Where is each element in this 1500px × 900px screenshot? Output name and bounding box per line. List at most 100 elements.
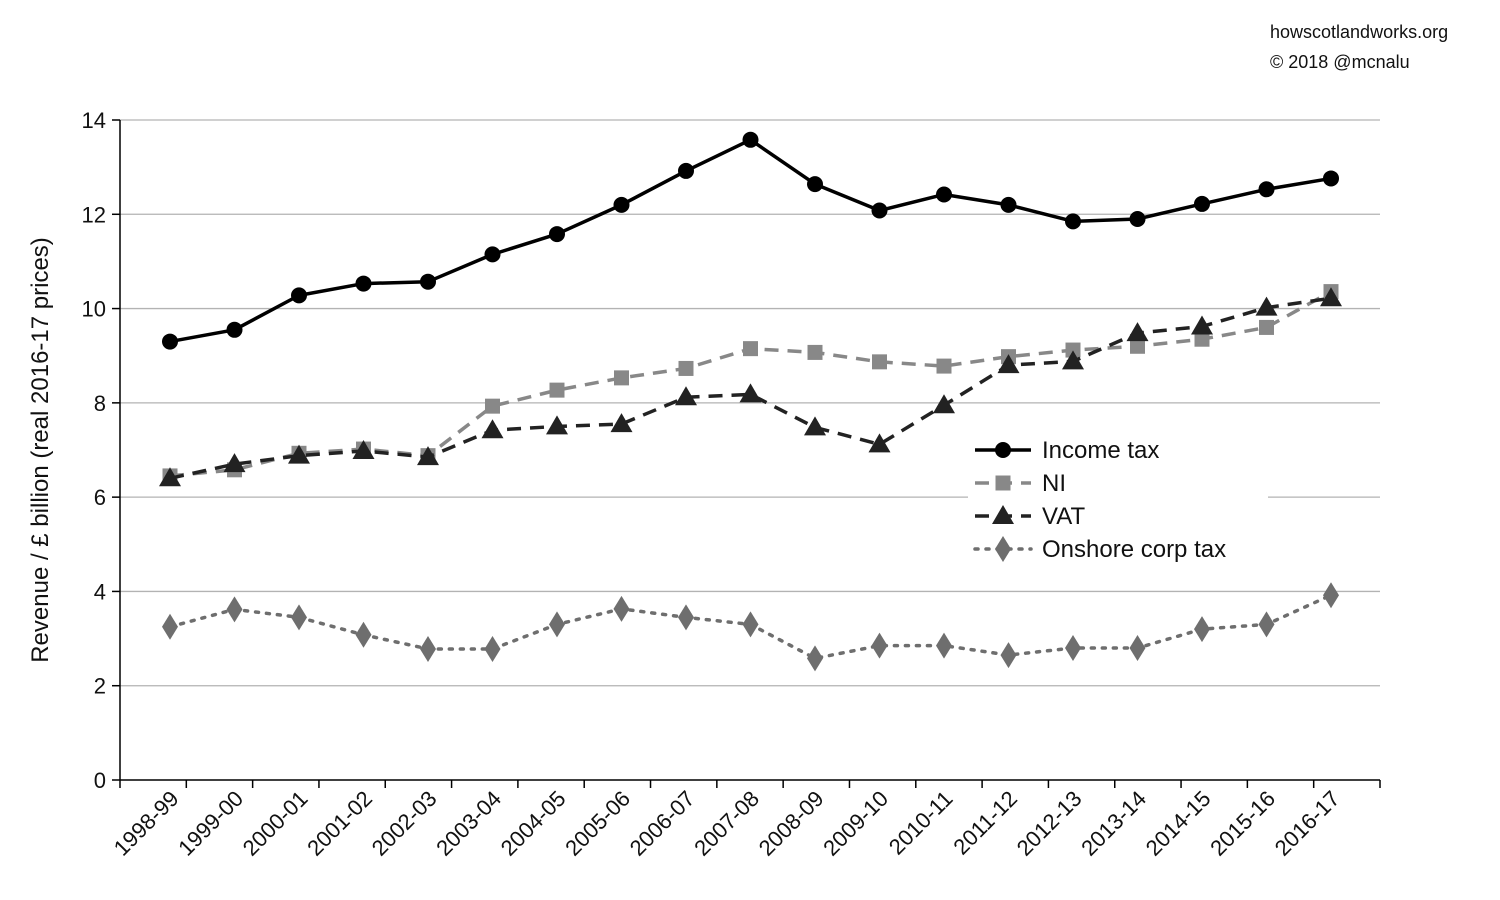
legend-entry: VAT xyxy=(975,503,1085,530)
data-point xyxy=(678,360,694,376)
legend-label: Onshore corp tax xyxy=(1042,536,1226,563)
x-tick-label: 2013-14 xyxy=(1076,786,1151,861)
legend-marker xyxy=(995,442,1011,458)
legend-background xyxy=(968,430,1268,565)
data-point xyxy=(481,419,504,439)
y-axis-label: Revenue / £ billion (real 2016-17 prices… xyxy=(27,237,54,663)
legend-entry: Onshore corp tax xyxy=(973,536,1226,563)
data-point xyxy=(739,383,762,403)
data-point xyxy=(1258,181,1275,198)
x-tick-label: 2009-10 xyxy=(818,786,893,861)
data-point xyxy=(1323,582,1339,609)
x-tick-label: 2015-16 xyxy=(1205,786,1280,861)
x-tick-label: 2007-08 xyxy=(689,786,764,861)
data-point xyxy=(420,273,436,290)
data-point xyxy=(933,394,955,414)
data-point xyxy=(613,595,630,622)
x-tick-label: 1999-00 xyxy=(173,786,248,861)
data-point xyxy=(352,439,375,459)
data-point xyxy=(1130,338,1145,354)
legend-label: Income tax xyxy=(1042,437,1159,464)
x-tick-label: 2005-06 xyxy=(560,786,635,861)
y-tick-label: 10 xyxy=(82,297,106,322)
x-tick-label: 2011-12 xyxy=(948,786,1022,860)
data-point xyxy=(1129,635,1146,661)
copyright-credit: © 2018 @mcnalu xyxy=(1270,52,1410,72)
data-point xyxy=(159,467,181,487)
data-point xyxy=(807,176,823,193)
data-point xyxy=(936,632,952,659)
data-point xyxy=(1194,331,1210,347)
x-tick-label: 2008-09 xyxy=(754,786,829,861)
data-point xyxy=(549,226,565,243)
data-point xyxy=(1129,211,1146,227)
x-tick-label: 1998-99 xyxy=(109,786,184,861)
legend-label: NI xyxy=(1042,470,1066,497)
data-point xyxy=(743,341,758,357)
data-point xyxy=(936,358,952,374)
data-point xyxy=(1258,611,1275,638)
data-point xyxy=(871,202,888,219)
data-point xyxy=(417,446,439,466)
source-credit: howscotlandworks.org xyxy=(1270,22,1449,42)
legend: Income tax NI VAT Onshore corp tax xyxy=(968,430,1268,565)
y-tick-label: 2 xyxy=(94,674,106,699)
data-point xyxy=(162,613,178,640)
y-tick-label: 14 xyxy=(82,108,106,133)
data-point xyxy=(675,386,697,406)
data-point xyxy=(1065,635,1081,661)
x-tick-label: 2012-13 xyxy=(1012,786,1087,861)
x-tick-label: 2010-11 xyxy=(884,786,958,860)
data-point xyxy=(1000,196,1017,213)
series-line xyxy=(169,138,1332,344)
data-point xyxy=(1259,319,1274,335)
data-point xyxy=(997,354,1020,374)
data-point xyxy=(610,413,633,433)
data-point xyxy=(1126,322,1149,342)
data-point xyxy=(1065,342,1081,358)
data-point xyxy=(1194,616,1210,643)
data-point xyxy=(288,444,310,464)
legend-entry: NI xyxy=(975,470,1066,497)
data-point xyxy=(355,621,372,648)
data-point xyxy=(162,333,178,350)
data-point xyxy=(484,246,501,263)
data-point xyxy=(871,632,888,659)
data-point xyxy=(549,382,565,398)
data-point xyxy=(484,635,501,662)
data-point xyxy=(936,186,952,203)
data-point xyxy=(872,354,887,370)
data-point xyxy=(1065,213,1081,230)
data-point xyxy=(546,415,568,435)
y-tick-label: 12 xyxy=(82,202,106,227)
series-vat xyxy=(159,287,1342,487)
y-tick-label: 4 xyxy=(94,579,106,604)
x-tick-label: 2000-01 xyxy=(238,786,313,861)
data-point xyxy=(420,635,436,662)
x-tick-label: 2006-07 xyxy=(625,786,700,861)
data-point xyxy=(291,604,307,631)
x-tick-label: 2001-02 xyxy=(302,786,377,861)
x-tick-label: 2002-03 xyxy=(367,786,442,861)
series-onshore-corp-tax xyxy=(162,582,1339,672)
data-point xyxy=(613,196,630,213)
data-point xyxy=(226,596,243,623)
legend-marker xyxy=(995,475,1011,491)
data-point xyxy=(1062,350,1084,370)
data-point xyxy=(614,370,629,386)
data-point xyxy=(355,275,372,292)
y-tick-label: 0 xyxy=(94,768,106,793)
data-point xyxy=(807,344,823,360)
data-point xyxy=(1194,195,1210,212)
data-point xyxy=(1191,315,1213,335)
y-tick-label: 6 xyxy=(94,485,106,510)
data-point xyxy=(226,321,243,338)
data-point xyxy=(1320,287,1342,307)
data-point xyxy=(1255,296,1278,316)
data-point xyxy=(1323,170,1339,187)
data-point xyxy=(1000,642,1017,669)
data-point xyxy=(742,611,759,638)
data-point xyxy=(868,433,891,453)
x-tick-label: 2016-17 xyxy=(1270,786,1345,861)
